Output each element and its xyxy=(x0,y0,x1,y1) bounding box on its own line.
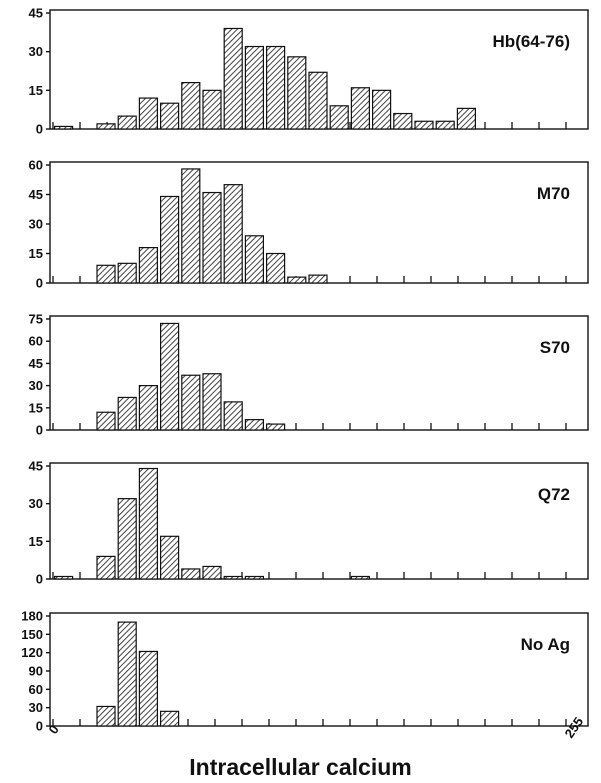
histogram-bar xyxy=(117,115,137,130)
histogram-bar xyxy=(202,565,222,580)
histogram-panel: 0 30 60 90 120 150 180 No Ag xyxy=(21,609,589,734)
histogram-panel: 0 15 30 45 60 M70 xyxy=(29,158,589,291)
histogram-bar xyxy=(160,535,180,580)
y-tick-label: 15 xyxy=(29,534,43,549)
histogram-bar xyxy=(202,89,222,130)
histogram-panel: 0 15 30 45 Hb(64-76) xyxy=(29,6,589,137)
histogram-bar xyxy=(53,575,74,580)
histogram-bar xyxy=(138,467,158,580)
histogram-bar xyxy=(244,45,264,130)
panel-frame xyxy=(49,462,589,580)
histogram-bar xyxy=(414,120,434,130)
histogram-bar xyxy=(350,87,370,130)
y-tick-label: 45 xyxy=(29,356,43,371)
histogram-bar xyxy=(160,322,180,431)
y-tick-label: 60 xyxy=(29,334,43,349)
histogram-bar xyxy=(138,650,158,727)
histogram-bar xyxy=(160,195,180,284)
histogram-panel: 0 15 30 45 Q72 xyxy=(29,459,589,587)
histogram-bar xyxy=(393,112,413,130)
histogram-bar xyxy=(287,56,307,130)
panel-label: No Ag xyxy=(521,635,570,654)
y-tick-label: 45 xyxy=(29,187,43,202)
histogram-bar xyxy=(202,373,222,431)
histogram-bar xyxy=(223,27,243,130)
panel-label: Q72 xyxy=(538,485,570,504)
y-tick-label: 15 xyxy=(29,83,43,98)
y-tick-label: 30 xyxy=(29,44,43,59)
histogram-bar xyxy=(223,184,243,284)
y-tick-label: 180 xyxy=(21,609,43,624)
x-axis-title: Intracellular calcium xyxy=(189,754,412,780)
histogram-bar xyxy=(266,252,286,284)
histogram-panel: 0 15 30 45 60 75 S70 xyxy=(29,312,589,438)
histogram-bar xyxy=(160,102,180,130)
histogram-bar xyxy=(53,125,74,130)
panel-label: Hb(64-76) xyxy=(493,32,570,51)
histogram-bar xyxy=(96,555,116,580)
histogram-bar xyxy=(117,498,137,580)
histogram-bar xyxy=(435,120,455,130)
y-tick-label: 45 xyxy=(29,459,43,474)
y-tick-label: 150 xyxy=(21,627,43,642)
y-tick-label: 90 xyxy=(29,664,43,679)
panel-label: M70 xyxy=(537,184,570,203)
histogram-bar xyxy=(329,105,349,130)
histogram-bar xyxy=(181,374,201,431)
histogram-bar xyxy=(181,81,201,130)
histogram-bar xyxy=(372,89,392,130)
panel-frame xyxy=(49,315,589,431)
histogram-bar xyxy=(202,191,222,284)
histogram-bar xyxy=(117,396,137,431)
histogram-bar xyxy=(138,247,158,284)
y-tick-label: 30 xyxy=(29,378,43,393)
histogram-bar xyxy=(350,575,370,580)
histogram-bar xyxy=(96,705,116,727)
panel-frame xyxy=(49,612,589,727)
y-tick-label: 0 xyxy=(36,122,43,137)
histogram-bar xyxy=(266,423,286,431)
y-tick-label: 30 xyxy=(29,217,43,232)
histogram-bar xyxy=(308,274,328,284)
y-tick-label: 0 xyxy=(36,276,43,291)
histogram-bar xyxy=(117,262,137,284)
y-tick-label: 60 xyxy=(29,158,43,173)
y-tick-label: 120 xyxy=(21,645,43,660)
y-tick-label: 0 xyxy=(36,423,43,438)
histogram-bar xyxy=(223,401,243,431)
histogram-bar xyxy=(266,45,286,130)
y-tick-label: 75 xyxy=(29,312,43,327)
histogram-bar xyxy=(244,235,264,284)
histogram-bar xyxy=(138,97,158,130)
histogram-bar xyxy=(244,419,264,431)
histogram-bar xyxy=(287,276,307,284)
y-tick-label: 0 xyxy=(36,572,43,587)
panel-label: S70 xyxy=(540,338,570,357)
histogram-bar xyxy=(138,385,158,431)
histogram-bar xyxy=(117,621,137,727)
y-tick-label: 30 xyxy=(29,700,43,715)
y-tick-label: 0 xyxy=(36,719,43,734)
y-tick-label: 45 xyxy=(29,6,43,21)
histogram-bar xyxy=(456,107,476,130)
y-tick-label: 30 xyxy=(29,496,43,511)
histogram-bar xyxy=(160,710,180,727)
y-tick-label: 60 xyxy=(29,682,43,697)
histogram-bar xyxy=(96,123,116,130)
histogram-bar xyxy=(223,575,243,580)
histogram-bar xyxy=(181,168,201,284)
histogram-bar xyxy=(96,411,116,431)
histogram-bar xyxy=(244,575,264,580)
y-tick-label: 15 xyxy=(29,400,43,415)
histogram-bar xyxy=(181,568,201,580)
histogram-bar xyxy=(96,264,116,284)
y-tick-label: 15 xyxy=(29,246,43,261)
histogram-bar xyxy=(308,71,328,130)
